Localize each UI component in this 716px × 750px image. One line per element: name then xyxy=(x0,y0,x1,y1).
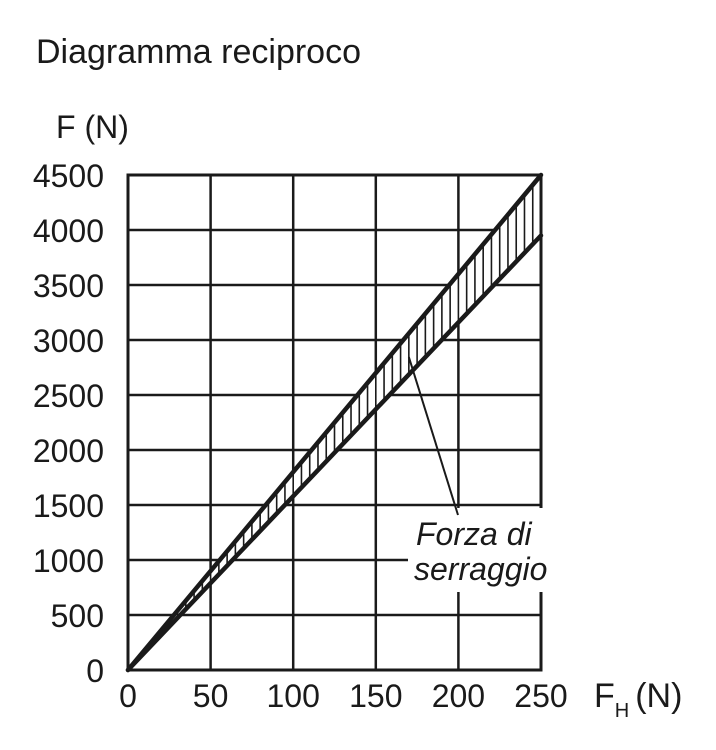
annotation-line-1: Forza di xyxy=(416,516,532,552)
annotation-line-2: serraggio xyxy=(414,551,547,587)
annotation-backdrop xyxy=(408,508,556,592)
x-axis-label-main: F xyxy=(594,677,615,715)
chart-title: Diagramma reciproco xyxy=(36,33,361,71)
y-tick-label: 2500 xyxy=(33,378,104,414)
annotation-leader-line xyxy=(407,356,459,516)
grid xyxy=(128,175,541,670)
x-tick-label: 0 xyxy=(119,678,137,714)
y-tick-labels: 0 500 1000 1500 2000 2500 3000 3500 4000 4500 xyxy=(33,158,104,689)
y-tick-label: 500 xyxy=(51,598,104,634)
y-tick-label: 4000 xyxy=(33,213,104,249)
x-tick-label: 100 xyxy=(267,678,320,714)
x-axis-label-unit: (N) xyxy=(635,677,682,715)
plot-frame xyxy=(126,173,543,672)
x-axis-label-sub: H xyxy=(615,700,629,722)
upper-limit-line xyxy=(125,172,544,673)
x-tick-labels: 0 50 100 150 200 250 xyxy=(119,678,568,714)
y-axis-label: F (N) xyxy=(56,109,129,145)
y-tick-label: 3500 xyxy=(33,268,104,304)
x-axis-label: FH (N) xyxy=(594,677,682,722)
lower-limit-line xyxy=(125,233,544,673)
y-tick-label: 4500 xyxy=(33,158,104,194)
x-tick-label: 150 xyxy=(349,678,402,714)
x-tick-label: 200 xyxy=(432,678,485,714)
x-tick-label: 250 xyxy=(514,678,567,714)
y-tick-label: 1000 xyxy=(33,543,104,579)
y-tick-label: 1500 xyxy=(33,488,104,524)
clamping-force-band xyxy=(125,172,544,673)
y-tick-label: 3000 xyxy=(33,323,104,359)
y-tick-label: 0 xyxy=(86,653,104,689)
x-tick-label: 50 xyxy=(193,678,229,714)
y-tick-label: 2000 xyxy=(33,433,104,469)
